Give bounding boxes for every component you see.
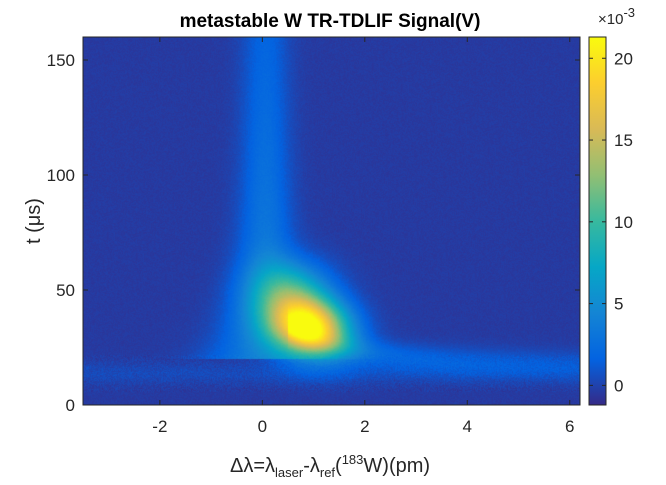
- y-tick-label: 50: [56, 281, 75, 300]
- plot-frame: [82, 36, 581, 406]
- colorbar-tick-label: 10: [614, 213, 633, 232]
- y-ticks: 0 50 100 150: [47, 51, 580, 415]
- heatmap-image: [83, 37, 580, 405]
- colorbar-tick-label: 5: [614, 295, 623, 314]
- x-tick-label: 4: [463, 417, 472, 436]
- y-axis-label: t (μs): [23, 198, 45, 244]
- colorbar-tick-label: 20: [614, 49, 633, 68]
- x-tick-label: 0: [258, 417, 267, 436]
- x-ticks: -2 0 2 4 6: [152, 37, 574, 436]
- x-tick-label: 2: [360, 417, 369, 436]
- y-tick-label: 0: [66, 396, 75, 415]
- x-axis-label: Δλ=λlaser-λref(183W)(pm): [230, 452, 430, 480]
- y-tick-label: 100: [47, 166, 75, 185]
- colorbar-multiplier: ×10-3: [598, 5, 635, 28]
- colorbar-tick-label: 0: [614, 376, 623, 395]
- x-tick-label: 6: [565, 417, 574, 436]
- colorbar-tick-label: 15: [614, 131, 633, 150]
- colorbar: [588, 36, 607, 406]
- chart-title: metastable W TR-TDLIF Signal(V): [180, 11, 481, 32]
- y-tick-label: 150: [47, 51, 75, 70]
- x-tick-label: -2: [152, 417, 167, 436]
- colorbar-ticks: 0 5 10 15 20: [589, 49, 633, 395]
